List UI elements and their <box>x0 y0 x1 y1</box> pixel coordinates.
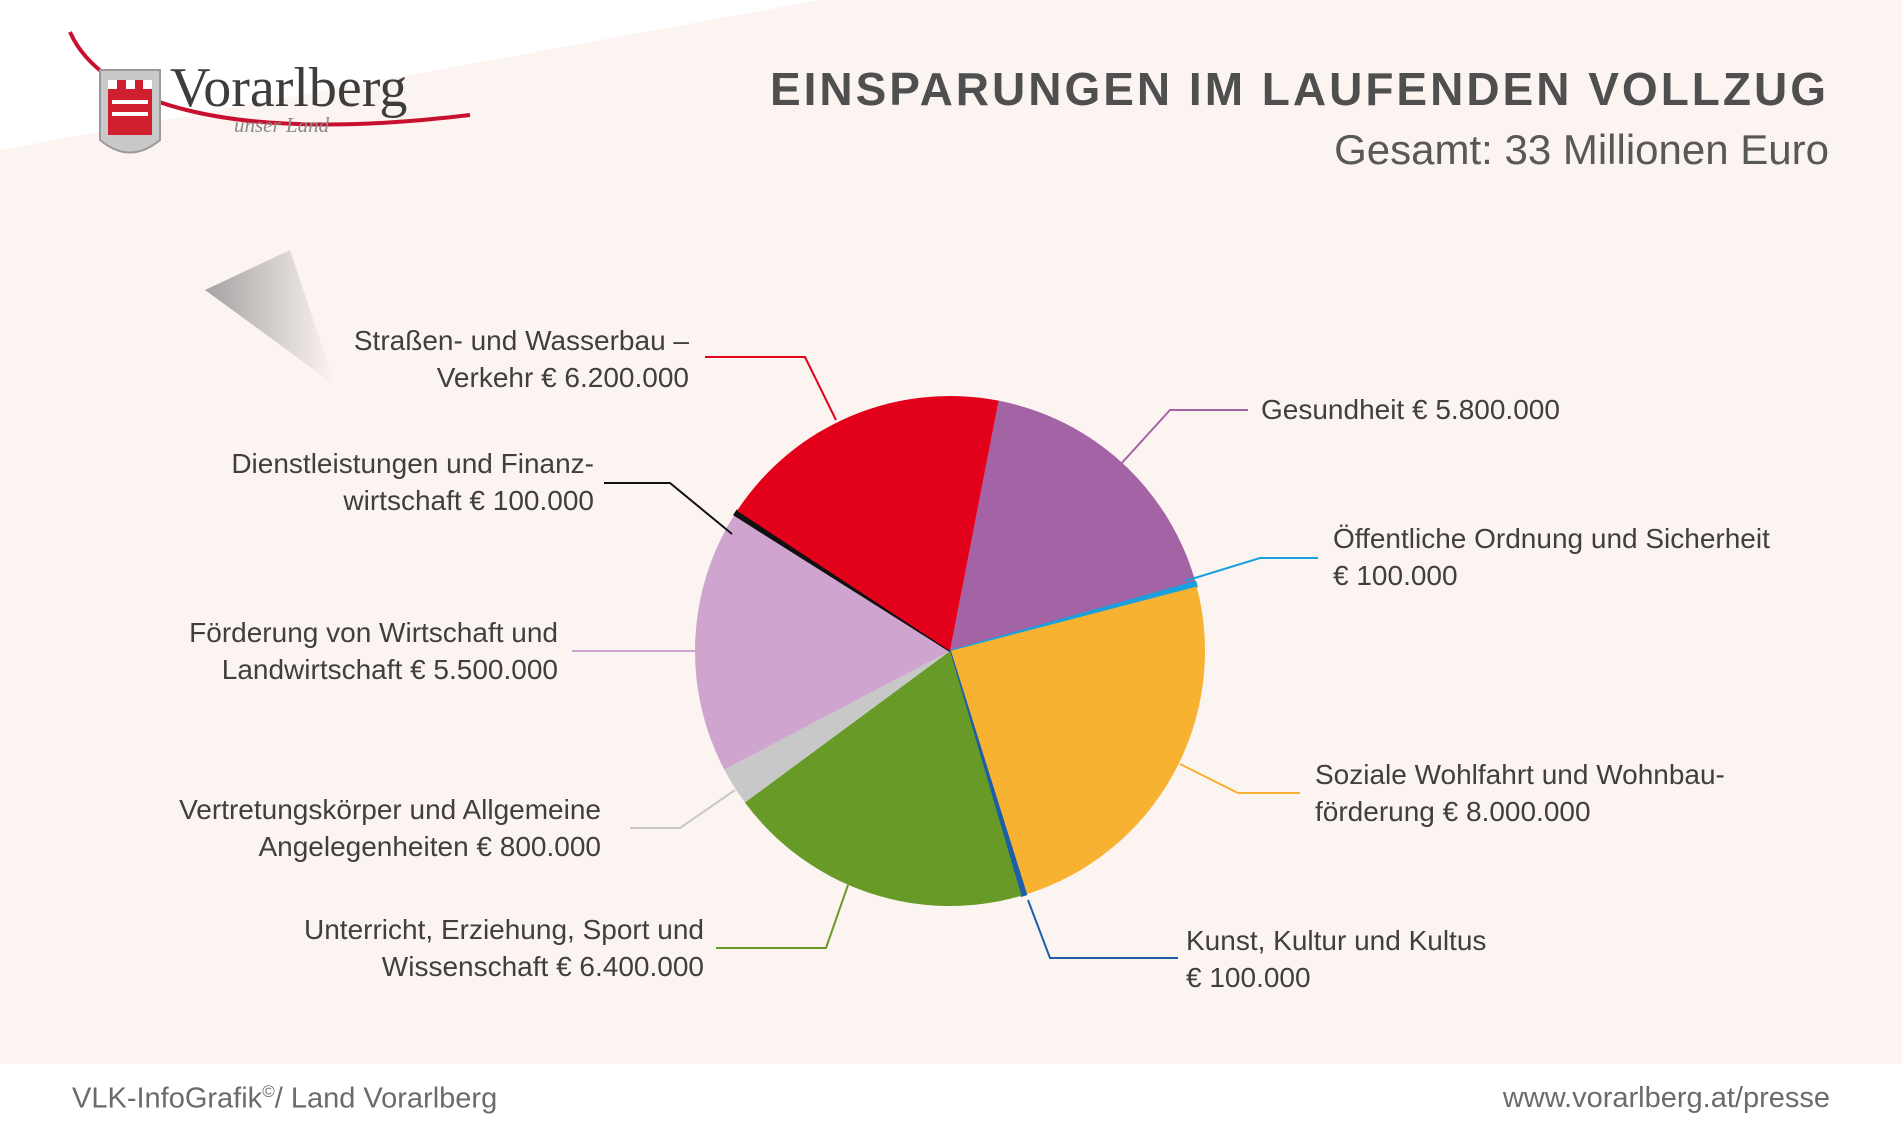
slice-label-6: Förderung von Wirtschaft und Landwirtscha… <box>189 614 558 688</box>
pie-slice-1 <box>949 580 1198 652</box>
pie-slice-4 <box>744 651 1022 906</box>
footer-url[interactable]: www.vorarlberg.at/presse <box>1502 1082 1830 1114</box>
leader-line-3 <box>1027 899 1178 959</box>
vorarlberg-logo <box>68 31 471 154</box>
slice-label-line: Soziale Wohlfahrt und Wohnbau- <box>1315 759 1725 790</box>
slice-label-4: Unterricht, Erziehung, Sport und Wissensc… <box>304 911 704 985</box>
leader-line-5 <box>630 789 736 829</box>
leader-line-4 <box>716 884 849 949</box>
pie-slice-0 <box>950 400 1196 651</box>
copyright-mark: © <box>262 1082 275 1101</box>
slice-label-line: Vertretungskörper und Allgemeine <box>179 794 601 825</box>
slice-label-5: Vertretungskörper und Allgemeine Angelege… <box>179 791 601 865</box>
leader-line-7 <box>604 482 733 535</box>
slice-label-line: Straßen- und Wasserbau – <box>353 325 689 356</box>
slice-label-line: € 100.000 <box>1186 962 1311 993</box>
footer-credit: VLK-InfoGrafik©/ Land Vorarlberg <box>72 1082 497 1116</box>
logo-wordmark: Vorarlberg <box>170 57 408 119</box>
slice-label-line: Förderung von Wirtschaft und <box>189 617 558 648</box>
slice-label-2: Soziale Wohlfahrt und Wohnbau-förderung … <box>1315 756 1725 830</box>
slice-label-line: Öffentliche Ordnung und Sicherheit <box>1333 523 1770 554</box>
leader-line-1 <box>1184 557 1318 582</box>
chart-title: EINSPARUNGEN IM LAUFENDEN VOLLZUG <box>769 63 1829 115</box>
slice-label-8: Straßen- und Wasserbau – Verkehr € 6.200.… <box>354 322 689 396</box>
slice-label-line: wirtschaft € 100.000 <box>343 485 594 516</box>
pie-slice-8 <box>737 396 999 651</box>
pie-slice-2 <box>950 586 1205 895</box>
chart-subtitle: Gesamt: 33 Millionen Euro <box>1334 126 1829 173</box>
pie-slice-6 <box>695 514 950 770</box>
slice-label-line: Angelegenheiten € 800.000 <box>258 831 601 862</box>
slice-label-line: Verkehr € 6.200.000 <box>436 362 689 393</box>
slice-label-line: € 100.000 <box>1333 560 1458 591</box>
pie-slice-7 <box>733 509 951 652</box>
slice-label-line: Wissenschaft € 6.400.000 <box>381 951 704 982</box>
leader-line-8 <box>705 356 837 421</box>
slice-label-line: Kunst, Kultur und Kultus <box>1186 925 1487 956</box>
slice-label-7: Dienstleistungen und Finanz-wirtschaft €… <box>231 445 594 519</box>
slice-label-line: förderung € 8.000.000 <box>1315 796 1591 827</box>
slice-label-0: Gesundheit € 5.800.000 <box>1261 391 1560 428</box>
footer-credit-text: VLK-InfoGrafik <box>72 1082 263 1115</box>
leader-line-0 <box>1119 409 1248 466</box>
slice-label-line: Unterricht, Erziehung, Sport und <box>304 914 704 945</box>
slice-label-3: Kunst, Kultur und Kultus € 100.000 <box>1186 922 1486 996</box>
slice-label-line: Gesundheit € 5.800.000 <box>1261 394 1560 425</box>
slice-label-line: Dienstleistungen und Finanz- <box>231 448 594 479</box>
slice-label-1: Öffentliche Ordnung und Sicherheit € 100.… <box>1333 520 1770 594</box>
slice-label-line: Landwirtschaft € 5.500.000 <box>221 654 558 685</box>
pie-slice-5 <box>724 651 950 803</box>
footer <box>0 1064 1902 1134</box>
logo-tagline: unser Land <box>234 113 330 137</box>
pie-chart <box>572 356 1318 959</box>
footer-credit-suffix: / Land Vorarlberg <box>274 1082 498 1115</box>
leader-line-2 <box>1179 763 1300 794</box>
